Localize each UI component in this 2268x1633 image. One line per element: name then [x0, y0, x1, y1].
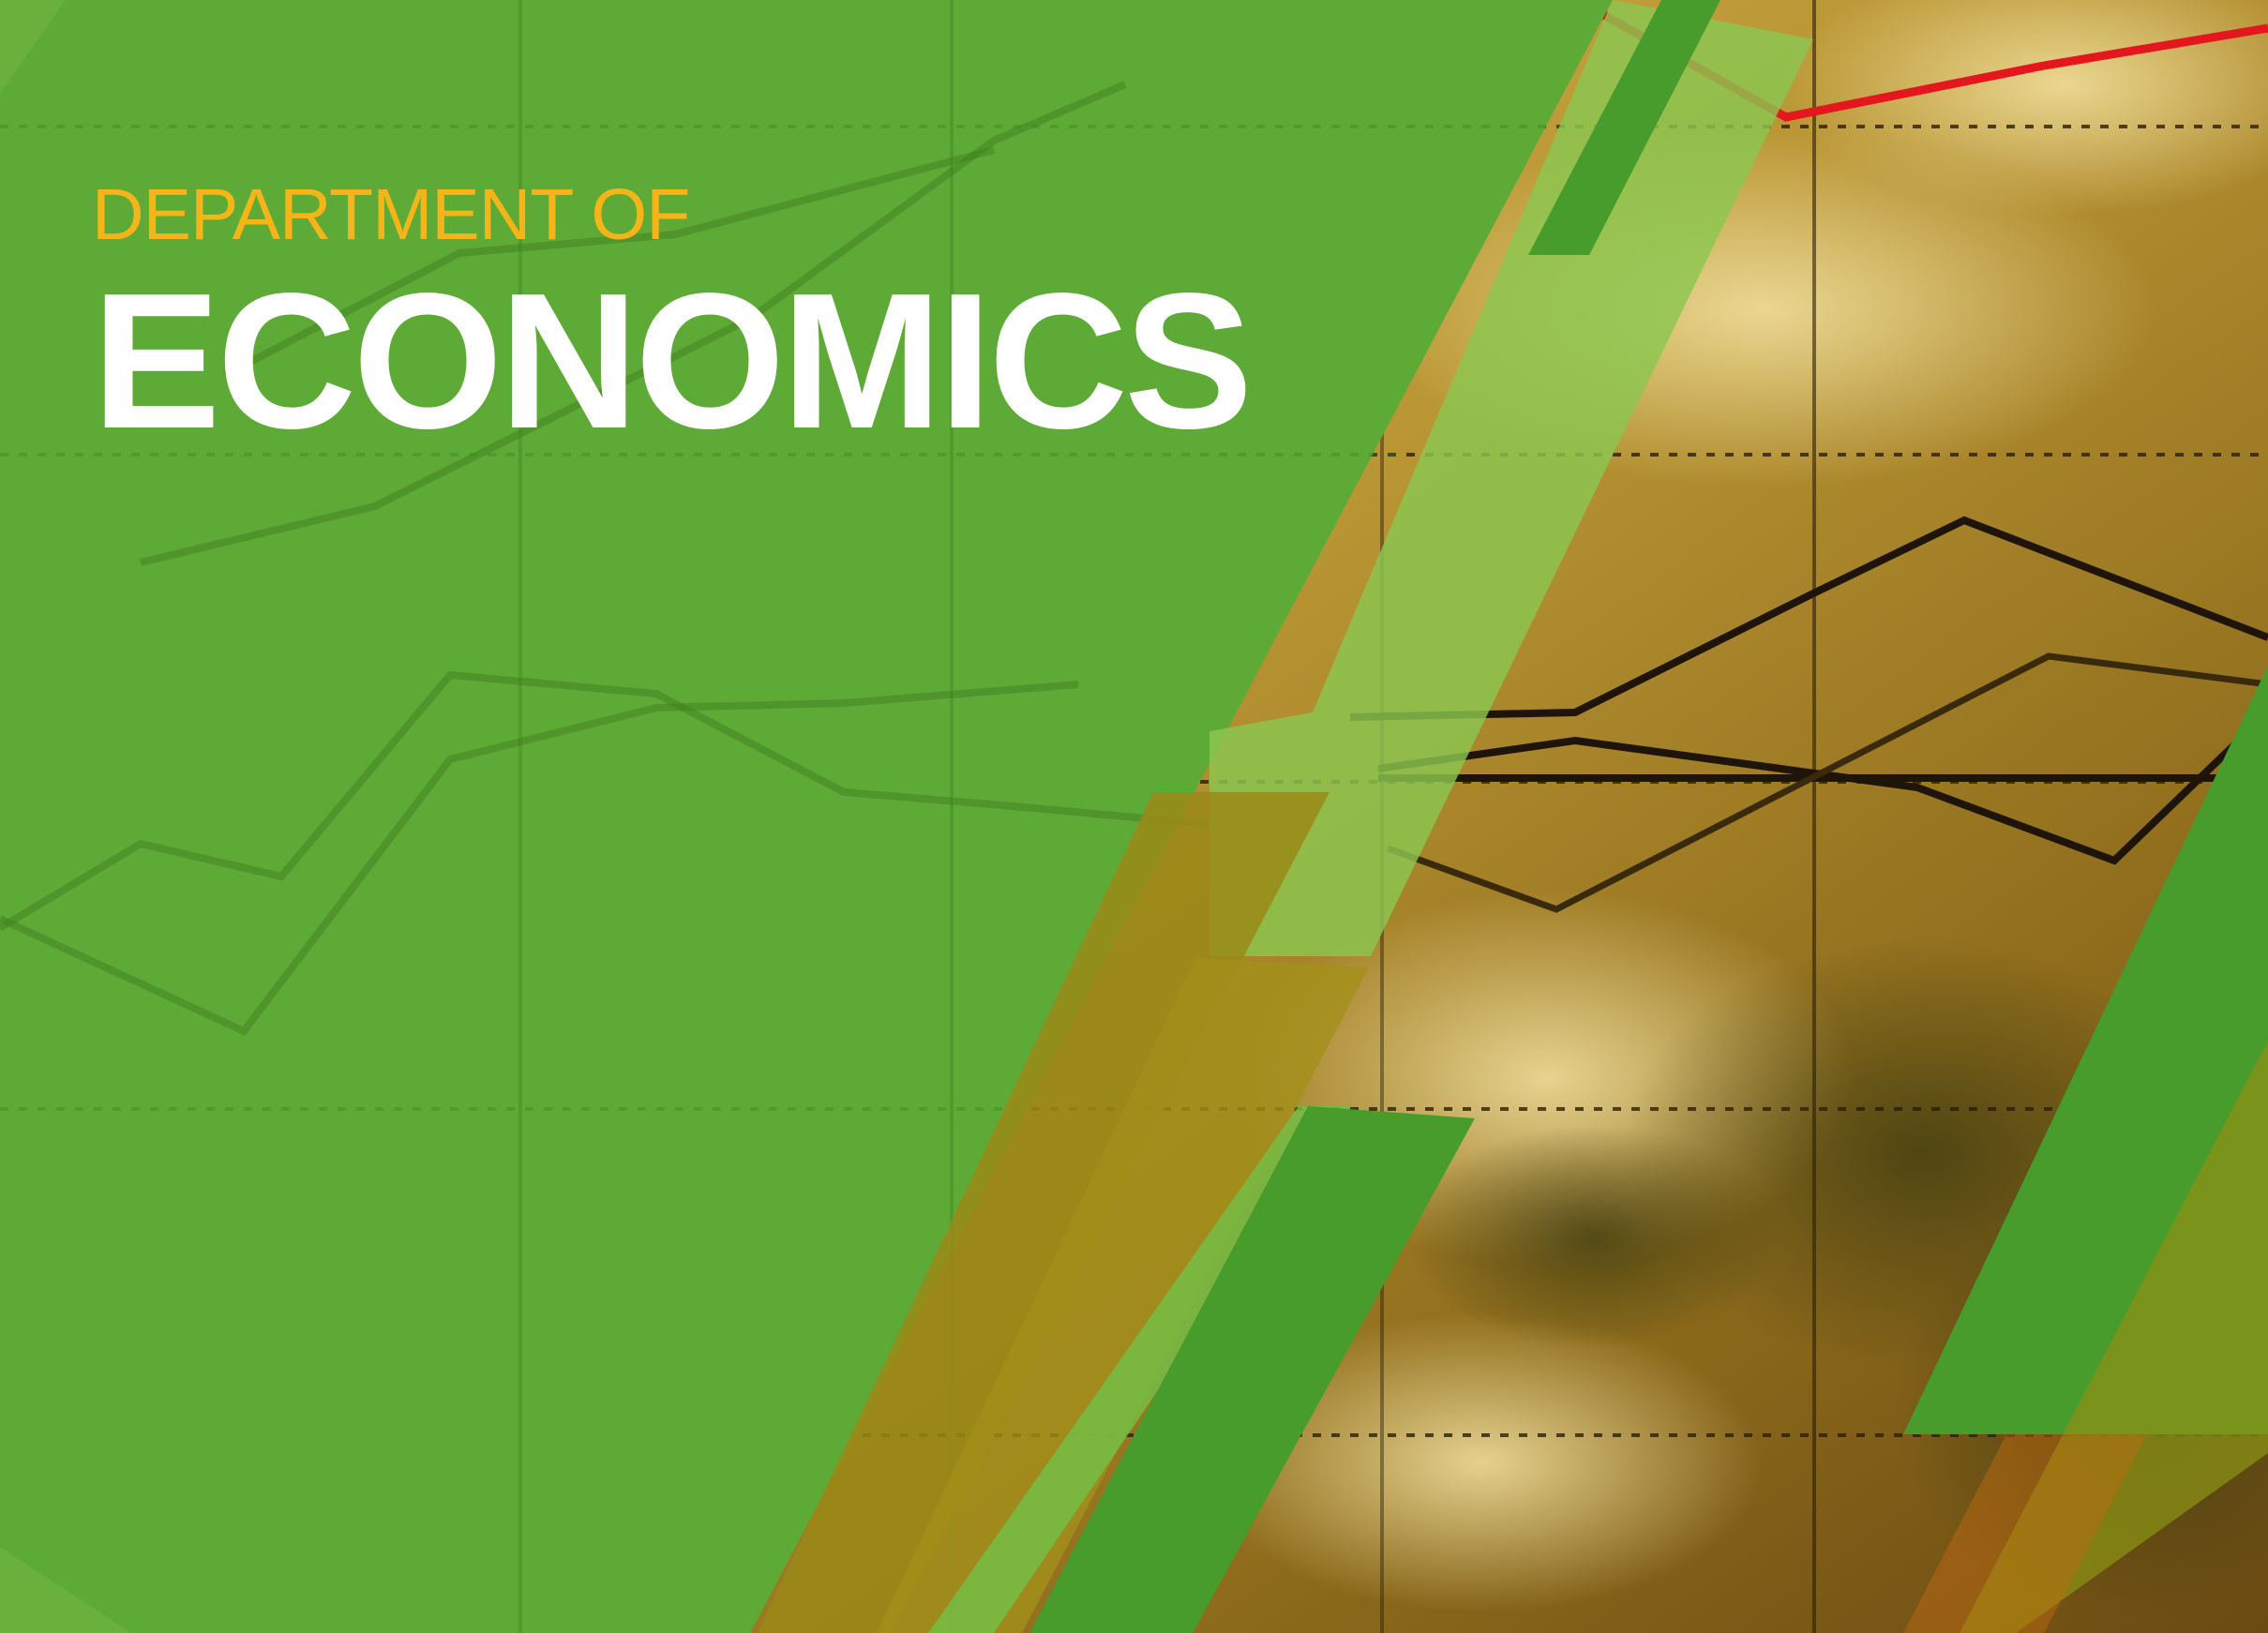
- chart-line-dark: [1386, 652, 2268, 913]
- light-green-stripe: [1209, 0, 1813, 956]
- orange-glow-stripe: [1903, 1434, 2147, 1633]
- chart-line-dark: [1349, 516, 2268, 721]
- dark-green-stripe: [1029, 1106, 1475, 1633]
- green-panel: [0, 0, 1613, 1633]
- department-subtitle: DEPARTMENT OF: [92, 174, 690, 255]
- department-title: ECONOMICS: [92, 253, 1253, 469]
- cloud-shape: [1200, 1312, 1763, 1612]
- dark-green-stripe: [1528, 0, 1720, 255]
- chart-line-dark: [1377, 710, 2268, 865]
- faint-chart-lines: [0, 81, 1220, 1036]
- corner-shade: [0, 1547, 131, 1633]
- olive-stripe: [1960, 1041, 2268, 1633]
- land-shape: [1406, 1125, 1781, 1350]
- corner-shade: [0, 0, 66, 94]
- cloud-shape: [1781, 0, 2268, 216]
- olive-stripe: [877, 958, 1369, 1633]
